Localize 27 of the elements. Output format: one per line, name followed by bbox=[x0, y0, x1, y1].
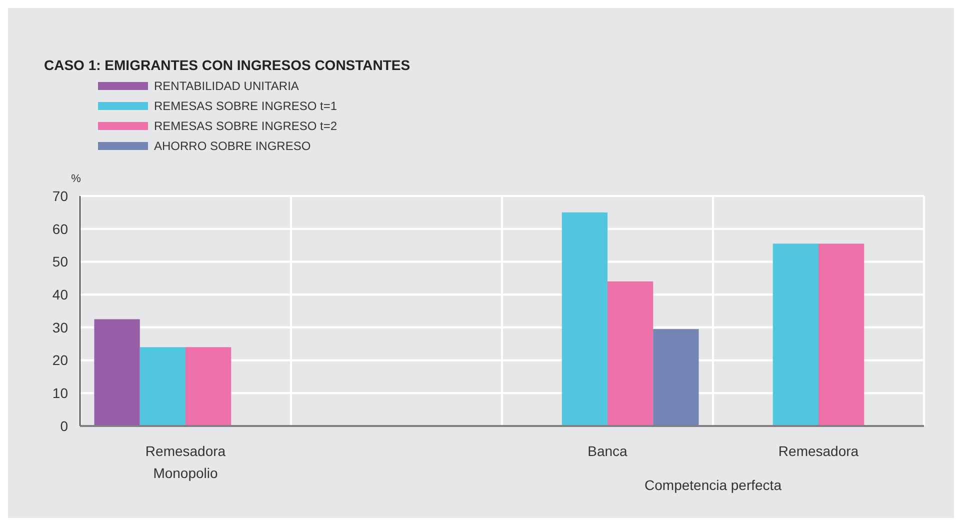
x-tick-label: Remesadora bbox=[778, 443, 859, 459]
bar bbox=[608, 281, 654, 426]
y-tick-label: 10 bbox=[52, 385, 68, 402]
bar bbox=[140, 347, 186, 426]
bar bbox=[818, 244, 864, 426]
chart-title: CASO 1: EMIGRANTES CON INGRESOS CONSTANTES bbox=[44, 57, 410, 73]
legend-label: REMESAS SOBRE INGRESO t=2 bbox=[154, 119, 338, 133]
legend-label: RENTABILIDAD UNITARIA bbox=[154, 79, 299, 93]
x-tick-label: Remesadora bbox=[145, 443, 226, 459]
y-tick-label: 30 bbox=[52, 319, 68, 336]
x-tick-label: Banca bbox=[588, 443, 628, 459]
y-tick-label: 0 bbox=[60, 418, 68, 434]
bar bbox=[653, 329, 699, 426]
text: Monopolio bbox=[153, 465, 218, 481]
y-axis-title: % bbox=[71, 173, 82, 185]
y-tick-label: 20 bbox=[52, 352, 68, 368]
y-tick-label: 70 bbox=[52, 188, 68, 204]
y-tick-label: 50 bbox=[52, 254, 68, 270]
bar bbox=[94, 319, 140, 426]
y-tick-label: 60 bbox=[52, 220, 68, 237]
bar bbox=[562, 212, 608, 426]
y-tick-label: 40 bbox=[52, 286, 68, 302]
legend-label: AHORRO SOBRE INGRESO bbox=[154, 139, 311, 153]
bar bbox=[186, 347, 232, 426]
text: Competencia perfecta bbox=[644, 477, 782, 493]
bar bbox=[772, 244, 818, 426]
legend-label: REMESAS SOBRE INGRESO t=1 bbox=[154, 99, 338, 113]
